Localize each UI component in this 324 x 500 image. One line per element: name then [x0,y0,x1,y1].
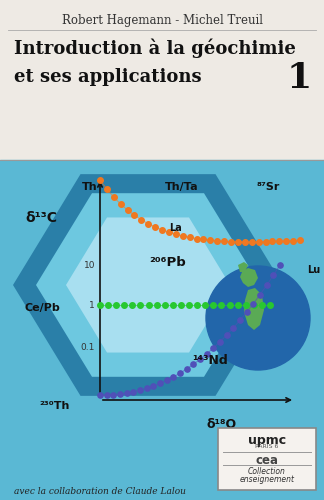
Text: Collection: Collection [248,467,286,476]
Bar [0,0,324,160]
Text: Ce/Pb: Ce/Pb [24,303,60,313]
Polygon shape [13,174,283,396]
Text: upmc: upmc [248,434,286,447]
Text: Th/Ta: Th/Ta [165,182,199,192]
Text: Th: Th [81,182,97,192]
Text: δ¹³C: δ¹³C [25,211,57,225]
Text: 1: 1 [89,300,95,310]
Text: Introduction à la géochimie: Introduction à la géochimie [14,38,296,58]
Polygon shape [244,288,264,330]
Text: ⁸⁷Sr: ⁸⁷Sr [256,182,280,192]
Text: et ses applications: et ses applications [14,68,202,86]
Text: enseignement: enseignement [239,475,295,484]
Text: La: La [168,223,181,233]
Polygon shape [66,218,230,352]
Bar [0,160,324,500]
Text: ²³⁰Th: ²³⁰Th [40,401,70,411]
Polygon shape [238,262,248,272]
Circle shape [206,266,310,370]
Text: ¹⁴³Nd: ¹⁴³Nd [192,354,228,366]
Text: avec la collaboration de Claude Lalou: avec la collaboration de Claude Lalou [14,487,186,496]
Text: PARIS 6: PARIS 6 [255,444,279,449]
Text: δ¹⁸O: δ¹⁸O [207,418,237,431]
Text: ²⁰⁶Pb: ²⁰⁶Pb [150,256,186,268]
Text: 0.1: 0.1 [81,344,95,352]
Text: Lu: Lu [307,265,320,275]
Text: 1: 1 [287,61,312,95]
Polygon shape [240,268,258,287]
Text: Robert Hagemann - Michel Treuil: Robert Hagemann - Michel Treuil [62,14,262,27]
Text: 10: 10 [84,260,95,270]
Polygon shape [36,193,260,377]
Text: cea: cea [256,454,279,467]
Bar [218,428,316,490]
